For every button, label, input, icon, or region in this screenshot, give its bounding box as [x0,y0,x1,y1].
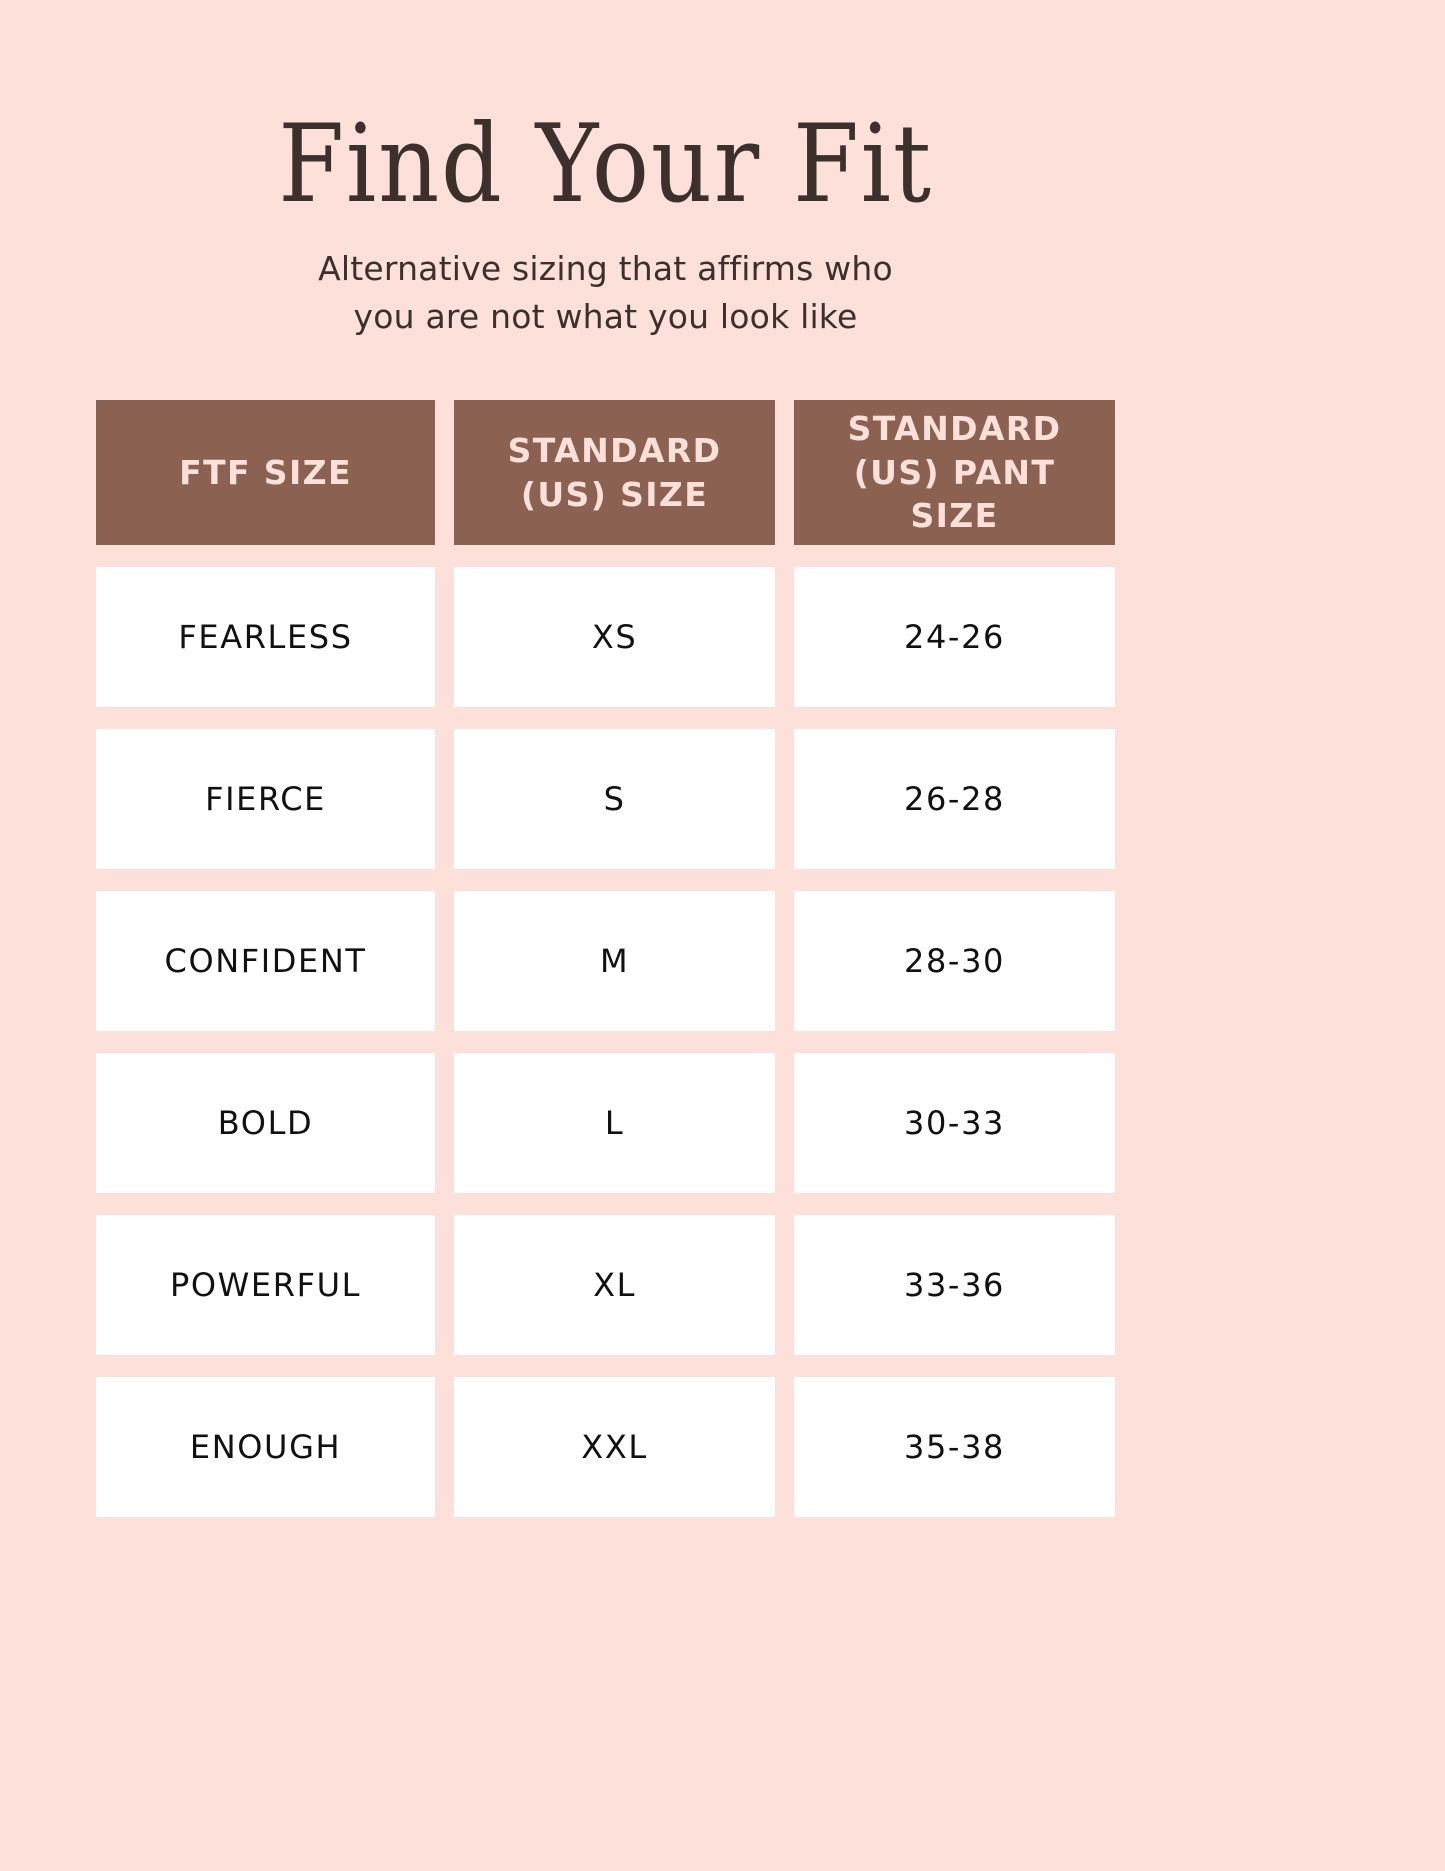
page-subtitle-line-2: you are not what you look like [353,297,858,337]
table-row: FIERCE S 26-28 [96,729,1115,869]
cell-standard-us-pant-size: 24-26 [794,567,1115,707]
column-header-ftf-size: FTF SIZE [96,400,436,545]
cell-standard-us-size: L [454,1053,776,1193]
column-header-standard-us-pant-size-line-1: STANDARD [847,409,1062,449]
cell-ftf-size: CONFIDENT [96,891,436,1031]
column-header-standard-us-pant-size-line-2: (US) PANT SIZE [853,452,1056,536]
cell-ftf-size: FEARLESS [96,567,436,707]
page-header: Find Your Fit Alternative sizing that af… [0,108,1211,341]
page-subtitle-line-1: Alternative sizing that affirms who [318,249,893,289]
cell-standard-us-pant-size: 30-33 [794,1053,1115,1193]
cell-standard-us-pant-size: 35-38 [794,1377,1115,1517]
cell-ftf-size: ENOUGH [96,1377,436,1517]
cell-standard-us-pant-size: 33-36 [794,1215,1115,1355]
column-header-standard-us-size-line-1: STANDARD [507,430,722,470]
cell-standard-us-size: XL [454,1215,776,1355]
table-row: ENOUGH XXL 35-38 [96,1377,1115,1517]
cell-standard-us-size: XXL [454,1377,776,1517]
cell-standard-us-size: S [454,729,776,869]
cell-ftf-size: POWERFUL [96,1215,436,1355]
cell-ftf-size: BOLD [96,1053,436,1193]
table-row: FEARLESS XS 24-26 [96,567,1115,707]
cell-standard-us-size: M [454,891,776,1031]
column-header-standard-us-pant-size: STANDARD (US) PANT SIZE [794,400,1115,545]
table-row: CONFIDENT M 28-30 [96,891,1115,1031]
page-title: Find Your Fit [278,102,933,227]
table-row: POWERFUL XL 33-36 [96,1215,1115,1355]
size-chart-table: FTF SIZE STANDARD (US) SIZE STANDARD (US… [96,400,1115,1517]
column-header-ftf-size-label: FTF SIZE [179,452,352,492]
table-header-row: FTF SIZE STANDARD (US) SIZE STANDARD (US… [96,400,1115,545]
cell-ftf-size: FIERCE [96,729,436,869]
cell-standard-us-pant-size: 26-28 [794,729,1115,869]
cell-standard-us-size: XS [454,567,776,707]
cell-standard-us-pant-size: 28-30 [794,891,1115,1031]
column-header-standard-us-size-line-2: (US) SIZE [520,474,709,514]
table-row: BOLD L 30-33 [96,1053,1115,1193]
page-subtitle: Alternative sizing that affirms who you … [0,245,1211,341]
column-header-standard-us-size: STANDARD (US) SIZE [454,400,776,545]
